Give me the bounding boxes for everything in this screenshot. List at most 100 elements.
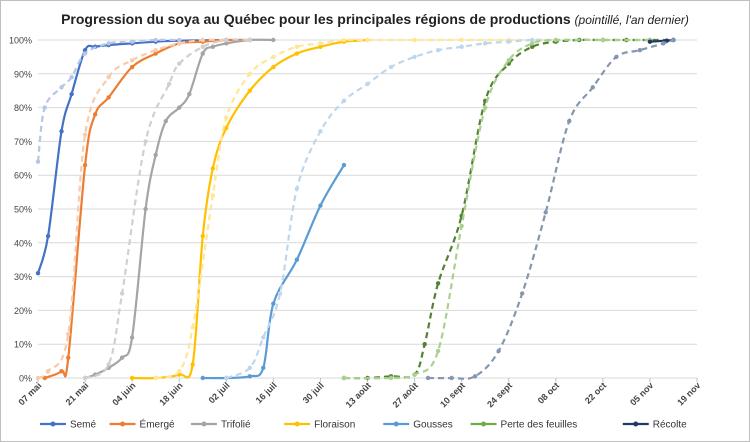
legend-label-emerge: Émergé — [140, 418, 175, 431]
data-point-emerge — [177, 41, 182, 46]
data-point-recolte — [449, 375, 454, 381]
data-point-floraison — [318, 44, 323, 49]
data-point-floraison — [177, 369, 182, 374]
y-axis-tick-labels: 0% 10% 20% 30% 40% 50% 60% 70% 80% 90% 100% — [9, 36, 32, 384]
data-point-gousses — [412, 54, 417, 60]
data-point-perte-des-feuilles — [482, 105, 488, 110]
x-tick-label: 08 oct — [536, 380, 561, 405]
data-point-gousses — [388, 64, 394, 70]
data-point-floraison — [459, 37, 464, 43]
data-point-perte-des-feuilles — [435, 281, 441, 286]
data-point-recolte — [472, 374, 478, 379]
data-point-floraison — [412, 37, 417, 43]
data-point-emerge — [129, 58, 135, 63]
data-point-emerge — [200, 37, 205, 43]
data-point-recolte — [519, 291, 525, 296]
data-point-trifolie — [163, 118, 168, 124]
data-point-seme — [69, 91, 74, 97]
data-point-perte-des-feuilles — [422, 342, 427, 347]
x-tick-label: 02 juil — [207, 380, 232, 405]
data-point-gousses — [247, 374, 253, 379]
data-point-floraison — [200, 233, 205, 239]
data-point-emerge — [106, 74, 111, 80]
y-tick-label: 10% — [14, 340, 32, 350]
data-point-emerge — [82, 132, 88, 137]
y-tick-label: 50% — [14, 205, 32, 215]
data-point-emerge — [153, 51, 158, 56]
x-tick-label: 19 nov — [675, 380, 702, 407]
data-point-emerge — [59, 369, 64, 374]
data-point-floraison — [210, 193, 216, 198]
data-point-seme — [59, 129, 64, 134]
data-point-perte-des-feuilles — [530, 44, 535, 49]
data-point-perte-des-feuilles — [600, 37, 606, 43]
series-line-gousses-dashed — [225, 38, 556, 380]
series-line-floraison-dashed — [155, 38, 556, 380]
data-point-perte-des-feuilles — [506, 58, 511, 63]
y-tick-label: 60% — [14, 171, 32, 181]
x-axis-tick-labels: 07 mai 21 mai 04 juin 18 juin 02 juil 16 juil… — [17, 380, 703, 409]
y-tick-label: 20% — [14, 306, 32, 316]
data-point-emerge — [129, 64, 135, 70]
series-lines — [35, 37, 676, 381]
data-point-gousses — [277, 291, 283, 296]
x-tick-label: 21 mai — [64, 380, 91, 407]
data-point-trifolie — [200, 51, 205, 56]
x-tick-label: 22 oct — [583, 380, 608, 405]
data-point-perte-des-feuilles — [341, 375, 347, 381]
data-point-gousses — [247, 365, 253, 371]
legend-label-trifolie: Trifolié — [221, 420, 251, 431]
data-point-trifolie — [153, 152, 158, 158]
x-tick-label: 07 mai — [17, 380, 44, 407]
x-tick-label: 24 sept — [485, 380, 514, 409]
data-point-trifolie — [106, 362, 111, 367]
data-point-trifolie — [143, 206, 148, 212]
legend-label-recolte: Récolte — [653, 420, 687, 431]
data-point-recolte — [425, 375, 431, 381]
data-point-recolte — [661, 41, 666, 46]
y-tick-label: 30% — [14, 272, 32, 282]
legend-marker-recolte — [633, 421, 639, 427]
data-point-perte-des-feuilles — [435, 348, 441, 354]
legend-label-floraison: Floraison — [314, 420, 355, 431]
data-point-gousses — [294, 257, 300, 262]
x-tick-label: 05 nov — [628, 380, 655, 407]
data-point-floraison — [153, 375, 158, 381]
data-point-floraison — [318, 41, 323, 46]
data-point-floraison — [129, 375, 135, 381]
data-point-gousses — [365, 81, 370, 87]
data-point-seme — [59, 85, 64, 90]
data-point-trifolie — [166, 81, 172, 87]
data-point-emerge — [106, 95, 111, 100]
data-point-recolte — [567, 118, 572, 124]
legend-marker-seme — [50, 421, 56, 427]
data-point-floraison — [365, 37, 370, 43]
data-point-floraison — [271, 64, 276, 70]
data-point-trifolie — [143, 139, 148, 144]
legend-label-gousses: Gousses — [413, 420, 452, 431]
data-point-seme — [106, 41, 111, 46]
data-point-perte-des-feuilles — [530, 41, 535, 46]
legend-marker-trifolie — [201, 421, 207, 427]
data-point-seme — [129, 39, 135, 44]
data-point-floraison — [224, 125, 229, 131]
data-point-trifolie — [119, 291, 125, 296]
data-point-floraison — [294, 44, 300, 49]
legend-label-seme: Semé — [70, 420, 97, 431]
series-line-perte-des-feuilles-dashed — [343, 38, 650, 380]
data-point-gousses — [318, 129, 323, 134]
data-point-emerge — [92, 112, 98, 117]
data-point-floraison — [190, 325, 195, 330]
data-point-seme — [42, 105, 47, 110]
data-point-emerge — [82, 162, 88, 168]
data-point-gousses — [318, 203, 323, 208]
data-point-trifolie — [177, 61, 182, 66]
series-line-trifolie-solid — [84, 38, 274, 380]
series-line-trifolie-dashed — [84, 38, 250, 380]
data-point-recolte — [496, 348, 501, 354]
data-point-emerge — [66, 355, 71, 360]
data-point-seme — [153, 37, 158, 43]
data-point-emerge — [66, 331, 71, 337]
data-point-floraison — [294, 51, 300, 56]
data-point-gousses — [224, 375, 229, 381]
